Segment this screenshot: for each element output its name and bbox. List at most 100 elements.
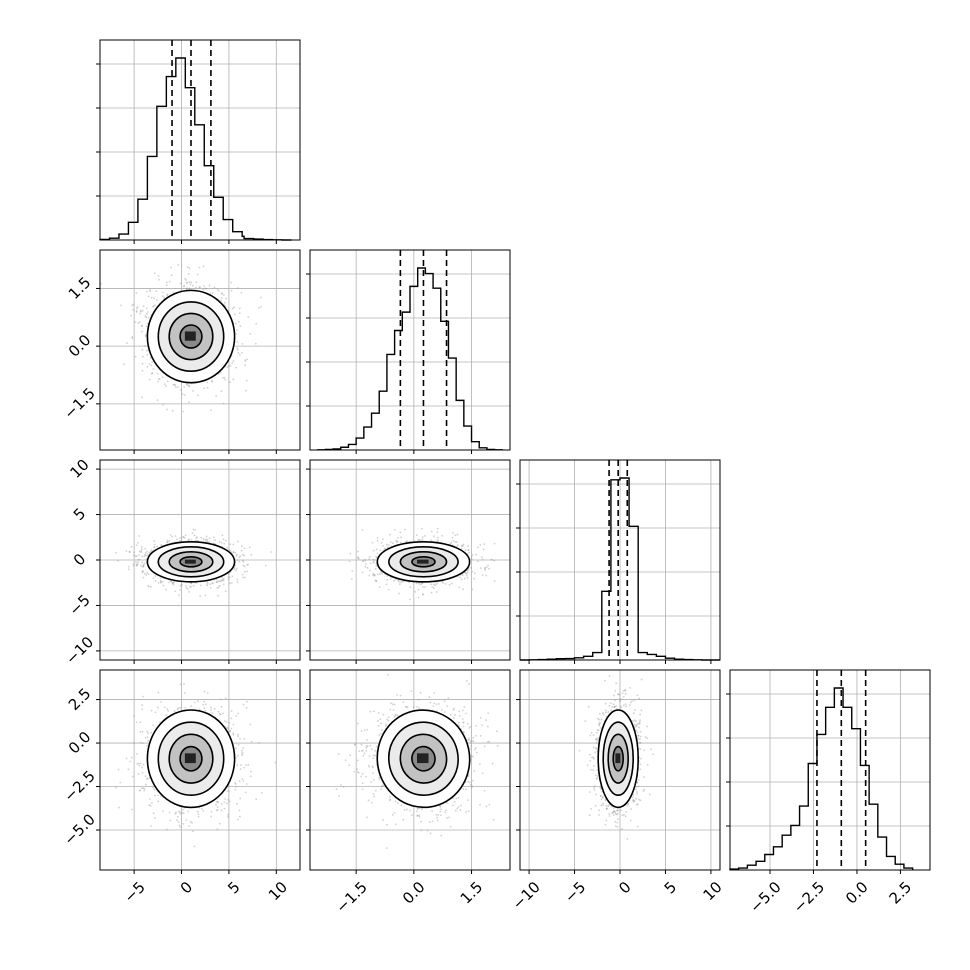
scatter-point bbox=[215, 801, 218, 803]
scatter-point bbox=[206, 584, 208, 587]
scatter-point bbox=[376, 539, 379, 542]
scatter-point bbox=[386, 543, 388, 546]
scatter-point bbox=[204, 594, 207, 597]
histogram-panel-frame bbox=[309, 249, 511, 451]
scatter-point bbox=[162, 584, 165, 587]
scatter-point bbox=[176, 815, 179, 818]
scatter-point bbox=[484, 569, 487, 571]
scatter-point bbox=[188, 267, 191, 270]
scatter-point bbox=[215, 395, 218, 397]
scatter-point bbox=[466, 569, 469, 572]
scatter-point bbox=[230, 281, 233, 284]
scatter-point bbox=[143, 562, 146, 565]
histogram-step bbox=[729, 687, 914, 870]
scatter-point bbox=[146, 571, 149, 574]
scatter-point bbox=[154, 580, 157, 582]
scatter-point bbox=[361, 560, 364, 562]
scatter-point bbox=[406, 540, 408, 543]
scatter-point bbox=[147, 295, 150, 298]
scatter-point bbox=[222, 402, 225, 405]
scatter-point bbox=[184, 706, 187, 709]
contour-line bbox=[388, 546, 459, 578]
scatter-point bbox=[157, 274, 160, 277]
scatter-point bbox=[135, 564, 138, 567]
scatter-point bbox=[134, 355, 137, 358]
scatter-point bbox=[165, 385, 167, 388]
scatter-point bbox=[157, 380, 159, 383]
scatter-point bbox=[366, 566, 369, 569]
scatter-point bbox=[248, 546, 251, 549]
scatter-point bbox=[493, 542, 496, 545]
scatter-point bbox=[398, 583, 401, 586]
scatter-point bbox=[153, 546, 156, 548]
scatter-point bbox=[372, 561, 375, 564]
scatter-point bbox=[222, 583, 225, 586]
scatter-point bbox=[451, 536, 454, 539]
scatter-point bbox=[148, 363, 151, 365]
scatter-point bbox=[143, 572, 146, 575]
scatter-point bbox=[140, 551, 143, 553]
scatter-point bbox=[227, 573, 230, 576]
scatter-point bbox=[431, 586, 434, 588]
scatter-point bbox=[369, 569, 371, 572]
scatter-point bbox=[156, 399, 159, 402]
scatter-point bbox=[247, 563, 250, 566]
scatter-point bbox=[211, 292, 214, 294]
scatter-point bbox=[238, 307, 241, 310]
scatter-point bbox=[414, 590, 416, 593]
scatter-point bbox=[143, 787, 146, 790]
histogram-panel-frame bbox=[99, 39, 301, 241]
scatter-point bbox=[417, 588, 420, 591]
scatter-point bbox=[375, 580, 377, 583]
scatter-point bbox=[250, 553, 253, 556]
scatter-point bbox=[204, 538, 207, 541]
scatter-point bbox=[227, 726, 229, 729]
scatter-point bbox=[436, 531, 439, 534]
scatter-point bbox=[192, 389, 195, 392]
scatter-point bbox=[245, 379, 248, 382]
scatter-point bbox=[238, 560, 241, 563]
density-core bbox=[184, 331, 196, 341]
scatter-point bbox=[152, 368, 155, 370]
scatter-point bbox=[217, 594, 219, 597]
scatter-point bbox=[153, 546, 156, 549]
scatter-point bbox=[165, 281, 168, 284]
scatter-point bbox=[185, 288, 188, 290]
scatter-point bbox=[135, 292, 138, 294]
scatter-point bbox=[381, 544, 384, 547]
scatter-point bbox=[364, 565, 367, 568]
scatter-point bbox=[239, 768, 242, 771]
scatter-point bbox=[470, 566, 472, 569]
scatter-point bbox=[375, 555, 378, 558]
scatter-point bbox=[194, 539, 197, 542]
scatter-point bbox=[130, 545, 133, 548]
scatter-point bbox=[156, 545, 159, 548]
scatter-point bbox=[204, 540, 207, 542]
scatter-point bbox=[236, 287, 239, 289]
scatter-point bbox=[188, 401, 190, 404]
scatter-point bbox=[148, 378, 151, 381]
scatter-point bbox=[127, 768, 130, 771]
scatter-point bbox=[226, 366, 229, 369]
scatter-point bbox=[228, 549, 231, 551]
scatter-point bbox=[385, 583, 388, 586]
scatter-point bbox=[134, 321, 136, 324]
scatter-point bbox=[182, 822, 185, 825]
scatter-point bbox=[218, 584, 221, 587]
scatter-point bbox=[151, 372, 154, 374]
scatter-point bbox=[220, 579, 223, 582]
scatter-point bbox=[178, 824, 181, 827]
scatter-point bbox=[456, 533, 459, 536]
scatter-point bbox=[424, 586, 426, 588]
scatter-point bbox=[117, 559, 119, 562]
scatter-point bbox=[147, 311, 149, 313]
scatter-point bbox=[234, 781, 237, 784]
scatter-point bbox=[233, 567, 236, 569]
scatter-point bbox=[177, 263, 180, 266]
scatter-point bbox=[208, 284, 211, 287]
scatter-point bbox=[147, 573, 150, 576]
scatter-point bbox=[432, 587, 435, 590]
scatter-point bbox=[484, 567, 486, 570]
scatter-point bbox=[190, 281, 193, 284]
scatter-point bbox=[349, 552, 352, 555]
